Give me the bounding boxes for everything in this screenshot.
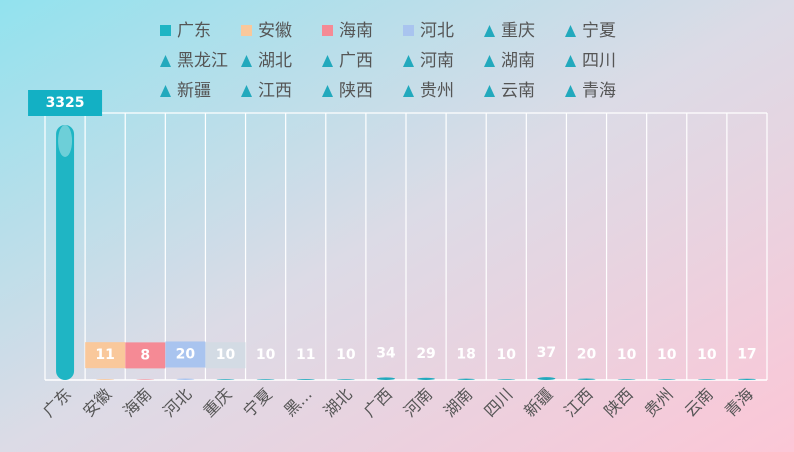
legend-symbol [322,85,333,97]
value-label: 10 [256,347,276,363]
value-label-box [85,342,126,369]
value-label: 34 [376,345,396,361]
value-label: 10 [697,347,717,363]
legend-label: 青海 [582,81,616,101]
value-label: 20 [176,346,196,362]
legend-symbol [484,25,495,37]
legend-label: 陕西 [339,81,373,101]
legend-symbol [160,85,171,97]
value-label-box [205,342,246,369]
legend-label: 宁夏 [582,21,616,41]
value-label-box [28,90,103,116]
legend-label: 河北 [420,21,454,41]
legend-label: 贵州 [420,81,454,101]
legend-symbol [241,55,252,67]
value-label: 37 [537,345,556,361]
bar [296,379,315,380]
legend-symbol [160,55,171,67]
value-label: 10 [497,347,517,363]
value-label: 10 [336,347,356,363]
bar [577,378,596,380]
bar [457,378,476,380]
value-label: 29 [416,346,435,362]
legend-label: 四川 [582,51,616,71]
legend-symbol [484,85,495,97]
legend-symbol [403,55,414,67]
bar [56,125,75,380]
legend-symbol [565,85,576,97]
legend-symbol [403,25,414,36]
bar [256,379,275,380]
legend-symbol [484,55,495,67]
legend-label: 新疆 [177,81,211,101]
legend-symbol [241,85,252,97]
value-label: 18 [456,347,475,363]
legend-symbol [241,25,252,36]
bar-highlight [58,125,73,157]
legend-label: 湖北 [258,51,292,71]
value-label: 10 [657,347,677,363]
value-label: 11 [296,347,315,363]
legend-symbol [322,25,333,36]
value-label-box [125,342,166,369]
legend-symbol [160,25,171,36]
value-label: 20 [577,346,597,362]
value-label: 3325 [46,95,85,111]
legend-label: 广西 [339,51,373,71]
value-label: 10 [216,347,236,363]
bar [96,379,115,380]
legend-symbol [565,25,576,37]
value-label: 10 [617,347,637,363]
legend-label: 河南 [420,51,454,71]
legend-label: 重庆 [501,21,535,41]
legend-symbol [565,55,576,67]
legend-label: 黑龙江 [177,51,228,71]
legend-label: 云南 [501,81,535,101]
value-label: 8 [140,347,150,363]
bar [497,379,516,380]
bar [136,379,155,380]
bar [176,378,195,380]
bar [617,379,636,380]
value-label: 17 [737,347,756,363]
bar [376,377,395,380]
value-label: 11 [95,347,114,363]
bar [737,378,756,380]
value-label-box [165,341,206,368]
legend-symbol [403,85,414,97]
legend-label: 安徽 [258,21,292,41]
bar [657,379,676,380]
bar [697,379,716,380]
bar [417,377,436,380]
legend-label: 湖南 [501,51,535,71]
legend-label: 海南 [339,21,373,41]
legend-label: 江西 [258,81,292,101]
legend-label: 广东 [177,21,211,41]
bar [537,377,556,380]
legend-symbol [322,55,333,67]
bar [336,379,355,380]
bar [216,379,235,380]
